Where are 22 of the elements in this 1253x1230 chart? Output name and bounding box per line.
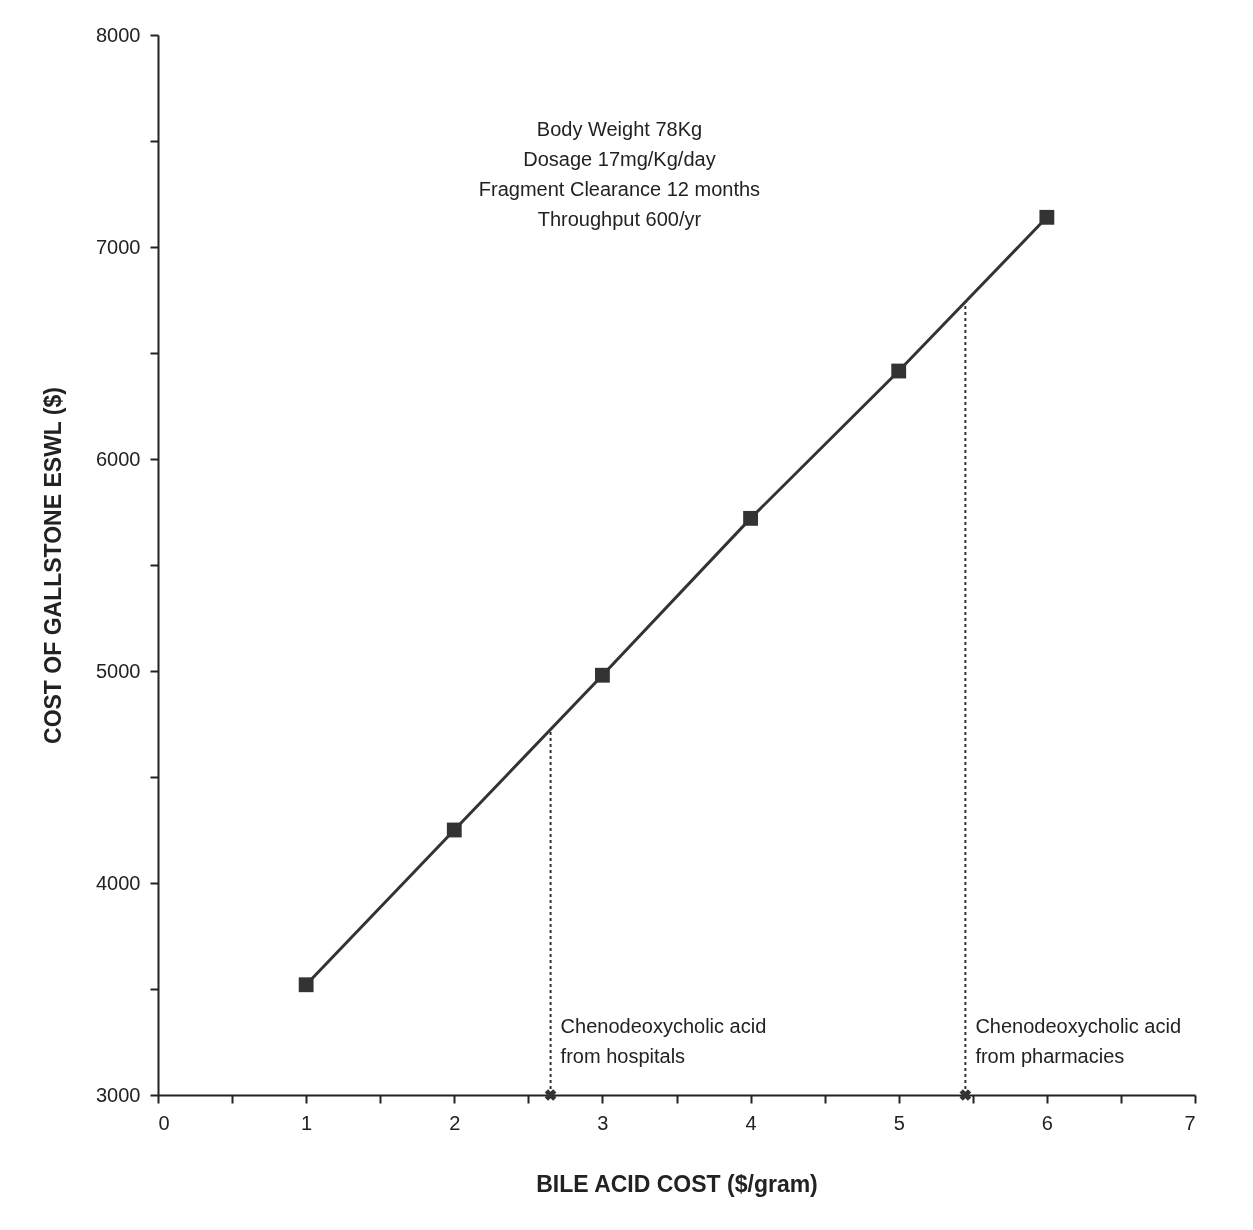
x-tick-label: 4	[745, 1111, 757, 1134]
x-tick-label: 2	[449, 1111, 461, 1134]
y-tick-label: 7000	[96, 235, 141, 258]
ref-line-label: Chenodeoxycholic acid from hospitals	[560, 1015, 767, 1067]
annotation: Body Weight 78Kg	[536, 118, 703, 140]
y-tick-label: 4000	[96, 871, 141, 894]
x-tick-label: 6	[1041, 1111, 1053, 1134]
x-tick-label: 1	[301, 1111, 313, 1134]
y-axis-title: COST OF GALLSTONE ESWL ($)	[40, 387, 67, 744]
annotation: Fragment Clearance 12 months	[478, 178, 761, 200]
x-tick-label: 3	[597, 1111, 609, 1134]
y-tick-label: 5000	[96, 659, 141, 682]
x-tick-label: 0	[158, 1111, 170, 1134]
y-tick-label: 3000	[96, 1083, 141, 1106]
annotation: Dosage 17mg/Kg/day	[523, 148, 716, 170]
ref-line-label: Chenodeoxycholic acid from pharmacies	[975, 1015, 1182, 1067]
y-tick-label: 8000	[96, 23, 141, 46]
y-tick-label: 6000	[96, 447, 141, 470]
annotation: Throughput 600/yr	[537, 208, 702, 230]
x-tick-label: 7	[1184, 1111, 1196, 1134]
x-axis-title: BILE ACID COST ($/gram)	[536, 1170, 818, 1197]
x-tick-label: 5	[893, 1111, 905, 1134]
